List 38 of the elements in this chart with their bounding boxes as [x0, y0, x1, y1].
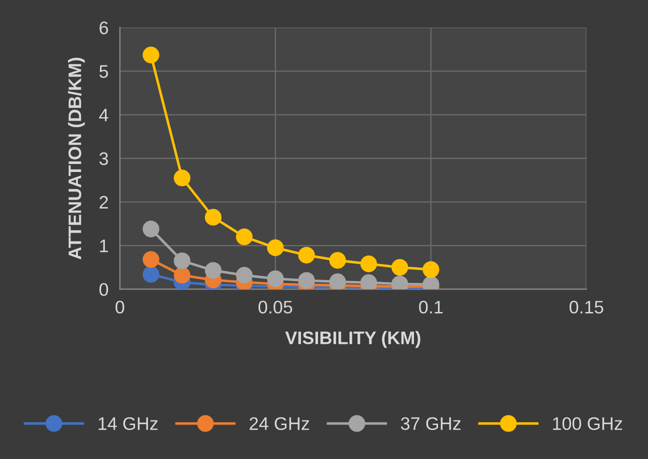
y-tick-label: 4	[99, 108, 108, 122]
x-tick-label: 0	[116, 300, 124, 314]
legend-label: 100 GHz	[553, 417, 622, 430]
point	[267, 270, 284, 288]
point	[142, 220, 160, 238]
point	[329, 252, 346, 269]
point	[236, 266, 253, 284]
point	[422, 261, 440, 278]
y-axis-title: ATTENUATION (DB/KM)	[68, 58, 85, 260]
point	[174, 170, 190, 186]
x-tick-label: 0.15	[570, 300, 604, 314]
point	[267, 239, 284, 256]
y-tick-label: 0	[99, 283, 108, 296]
point	[174, 266, 190, 284]
legend-label: 37 GHz	[400, 417, 461, 430]
x-axis-title: VISIBILITY (KM)	[285, 331, 420, 348]
point	[142, 251, 160, 268]
y-tick-label: 5	[99, 65, 108, 78]
point	[236, 228, 253, 246]
y-tick-label: 1	[100, 240, 108, 252]
point	[360, 256, 378, 272]
point	[298, 272, 315, 289]
point	[204, 262, 222, 279]
legend-label: 14 GHz	[98, 417, 158, 430]
legend-label: 24 GHz	[250, 417, 310, 430]
x-tick-label: 0.1	[419, 300, 443, 314]
point	[204, 208, 222, 226]
point	[360, 274, 378, 290]
y-tick-label: 6	[100, 21, 108, 34]
point	[142, 46, 160, 64]
y-tick-label: 3	[99, 152, 108, 166]
point	[329, 273, 346, 290]
point	[391, 259, 408, 276]
point	[174, 252, 190, 270]
point	[298, 246, 315, 264]
y-tick-label: 2	[100, 196, 108, 208]
point	[142, 266, 160, 283]
x-tick-label: 0.05	[258, 300, 292, 314]
